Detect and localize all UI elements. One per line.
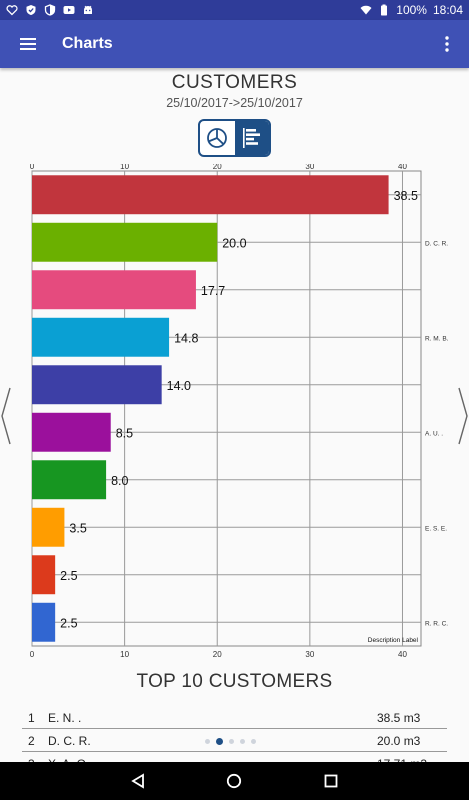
system-nav-bar bbox=[0, 762, 469, 800]
heart-outline-icon bbox=[6, 5, 18, 16]
category-label: R. M. B. bbox=[425, 335, 449, 342]
status-bar: 100% 18:04 bbox=[0, 0, 469, 20]
category-label: E. S. E. bbox=[425, 525, 447, 532]
description-label: Description Label bbox=[368, 637, 419, 644]
bar-value-label: 3.5 bbox=[69, 521, 86, 535]
bar-value-label: 14.0 bbox=[167, 379, 191, 393]
page-dot[interactable] bbox=[240, 739, 245, 744]
previous-chart-arrow-icon[interactable] bbox=[0, 386, 12, 446]
youtube-icon bbox=[63, 6, 75, 14]
chart-type-toggle bbox=[198, 119, 271, 157]
back-button[interactable] bbox=[123, 766, 153, 796]
category-label: D. C. R. bbox=[425, 240, 448, 247]
wifi-icon bbox=[360, 5, 372, 15]
bar-chart-icon bbox=[242, 128, 260, 148]
bar bbox=[32, 175, 389, 215]
bar-value-label: 8.5 bbox=[116, 426, 133, 440]
top10-rank: 1 bbox=[28, 711, 35, 725]
page-dot[interactable] bbox=[251, 739, 256, 744]
status-right-icons: 100% 18:04 bbox=[360, 3, 463, 17]
app-title: Charts bbox=[62, 35, 113, 52]
bar bbox=[32, 507, 65, 547]
bar-chart-toggle[interactable] bbox=[234, 121, 269, 155]
top10-title: TOP 10 CUSTOMERS bbox=[136, 671, 333, 692]
top10-value: 20.0 m3 bbox=[377, 734, 421, 748]
x-tick-label-top: 30 bbox=[305, 164, 314, 171]
clock: 18:04 bbox=[432, 3, 463, 17]
x-tick-label-top: 0 bbox=[30, 164, 35, 171]
battery-icon bbox=[381, 4, 388, 16]
page-indicator bbox=[205, 738, 256, 745]
recents-icon bbox=[324, 774, 338, 788]
next-chart-arrow-icon[interactable] bbox=[457, 386, 469, 446]
battery-percent: 100% bbox=[396, 3, 427, 17]
x-tick-label-top: 20 bbox=[213, 164, 222, 171]
bar bbox=[32, 602, 56, 642]
bar-value-label: 14.8 bbox=[174, 331, 198, 345]
home-icon bbox=[227, 773, 242, 789]
pie-chart-icon bbox=[207, 128, 228, 148]
bar bbox=[32, 555, 56, 595]
recents-button[interactable] bbox=[316, 766, 346, 796]
status-left-icons bbox=[6, 4, 94, 16]
bar-value-label: 20.0 bbox=[222, 236, 246, 250]
x-tick-label-top: 10 bbox=[120, 164, 129, 171]
back-icon bbox=[131, 773, 145, 789]
overflow-menu-button[interactable] bbox=[425, 20, 469, 68]
hamburger-menu-icon bbox=[20, 38, 36, 50]
x-tick-label-bottom: 40 bbox=[398, 650, 407, 659]
top10-row[interactable]: 1 E. N. . 38.5 m3 bbox=[22, 706, 447, 729]
bar bbox=[32, 317, 170, 357]
bar bbox=[32, 270, 196, 310]
bar-value-label: 2.5 bbox=[60, 616, 77, 630]
chart-date-range: 25/10/2017->25/10/2017 bbox=[166, 96, 303, 110]
top10-row[interactable]: 2 D. C. R. 20.0 m3 bbox=[22, 729, 447, 752]
top10-customer-name: E. N. . bbox=[48, 711, 82, 725]
bar bbox=[32, 365, 162, 405]
category-label: R. R. C. bbox=[425, 620, 448, 627]
home-button[interactable] bbox=[219, 766, 249, 796]
menu-button[interactable] bbox=[0, 20, 56, 68]
bar bbox=[32, 222, 218, 262]
top10-rank: 2 bbox=[28, 734, 35, 748]
chart-title: CUSTOMERS bbox=[171, 72, 298, 93]
page-dot-active[interactable] bbox=[216, 738, 223, 745]
x-tick-label-bottom: 0 bbox=[30, 650, 35, 659]
page-dot[interactable] bbox=[229, 739, 234, 744]
pie-chart-toggle[interactable] bbox=[200, 121, 235, 155]
x-tick-label-bottom: 10 bbox=[120, 650, 129, 659]
overflow-menu-icon bbox=[445, 36, 449, 52]
bar-value-label: 8.0 bbox=[111, 474, 128, 488]
bar-value-label: 2.5 bbox=[60, 569, 77, 583]
bar-chart: 0 0 10 10 20 20 30 30 40 40 38.5 20.0 D. C. R. 17.7 14… bbox=[30, 164, 449, 659]
app-bar: Charts bbox=[0, 20, 469, 68]
top10-customer-name: D. C. R. bbox=[48, 734, 91, 748]
shield-alt-icon bbox=[44, 4, 56, 16]
shield-icon bbox=[26, 5, 36, 15]
category-label: A. U. . bbox=[425, 430, 443, 437]
content-area[interactable]: CUSTOMERS 25/10/2017->25/10/2017 bbox=[0, 68, 469, 775]
bar bbox=[32, 412, 111, 452]
top10-value: 38.5 m3 bbox=[377, 711, 421, 725]
bar bbox=[32, 460, 107, 500]
page-dot[interactable] bbox=[205, 739, 210, 744]
x-tick-label-bottom: 30 bbox=[305, 650, 314, 659]
bar-value-label: 38.5 bbox=[394, 189, 418, 203]
x-tick-label-bottom: 20 bbox=[213, 650, 222, 659]
android-icon bbox=[84, 5, 92, 14]
x-tick-label-top: 40 bbox=[398, 164, 407, 171]
bar-value-label: 17.7 bbox=[201, 284, 225, 298]
